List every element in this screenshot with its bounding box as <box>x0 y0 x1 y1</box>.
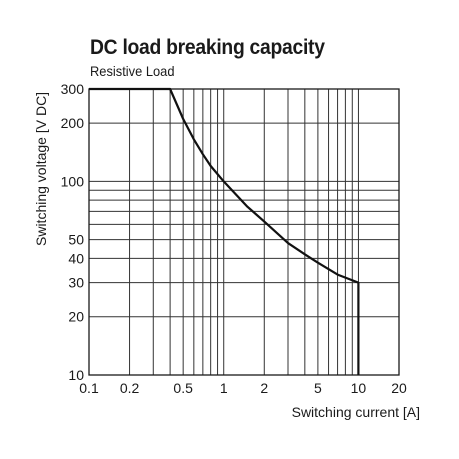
y-tick-label: 30 <box>68 275 84 291</box>
y-tick-label: 40 <box>68 250 84 266</box>
y-axis-label: Switching voltage [V DC] <box>33 92 49 246</box>
series-line <box>89 87 360 375</box>
x-tick-label: 20 <box>391 380 407 396</box>
chart-title: DC load breaking capacity <box>90 36 325 59</box>
x-tick-label: 0.2 <box>120 380 140 396</box>
x-axis-label: Switching current [A] <box>292 404 420 420</box>
y-tick-labels: 10 20 30 40 50 100 200 300 <box>61 81 85 383</box>
y-tick-label: 10 <box>68 367 84 383</box>
y-tick-label: 50 <box>68 232 84 248</box>
x-tick-label: 0.1 <box>79 380 99 396</box>
grid-lines <box>88 88 399 376</box>
x-tick-label: 5 <box>314 380 322 396</box>
chart-subtitle: Resistive Load <box>90 63 175 79</box>
x-tick-label: 2 <box>260 380 268 396</box>
y-tick-label: 20 <box>68 309 84 325</box>
x-tick-label: 10 <box>351 380 367 396</box>
y-tick-label: 100 <box>61 173 85 189</box>
x-tick-label: 0.5 <box>173 380 193 396</box>
plot-frame <box>88 88 400 376</box>
x-tick-label: 1 <box>220 380 228 396</box>
y-tick-label: 300 <box>61 81 85 97</box>
x-tick-labels: 0.1 0.2 0.5 1 2 5 10 20 <box>79 380 407 396</box>
y-tick-label: 200 <box>61 115 85 131</box>
